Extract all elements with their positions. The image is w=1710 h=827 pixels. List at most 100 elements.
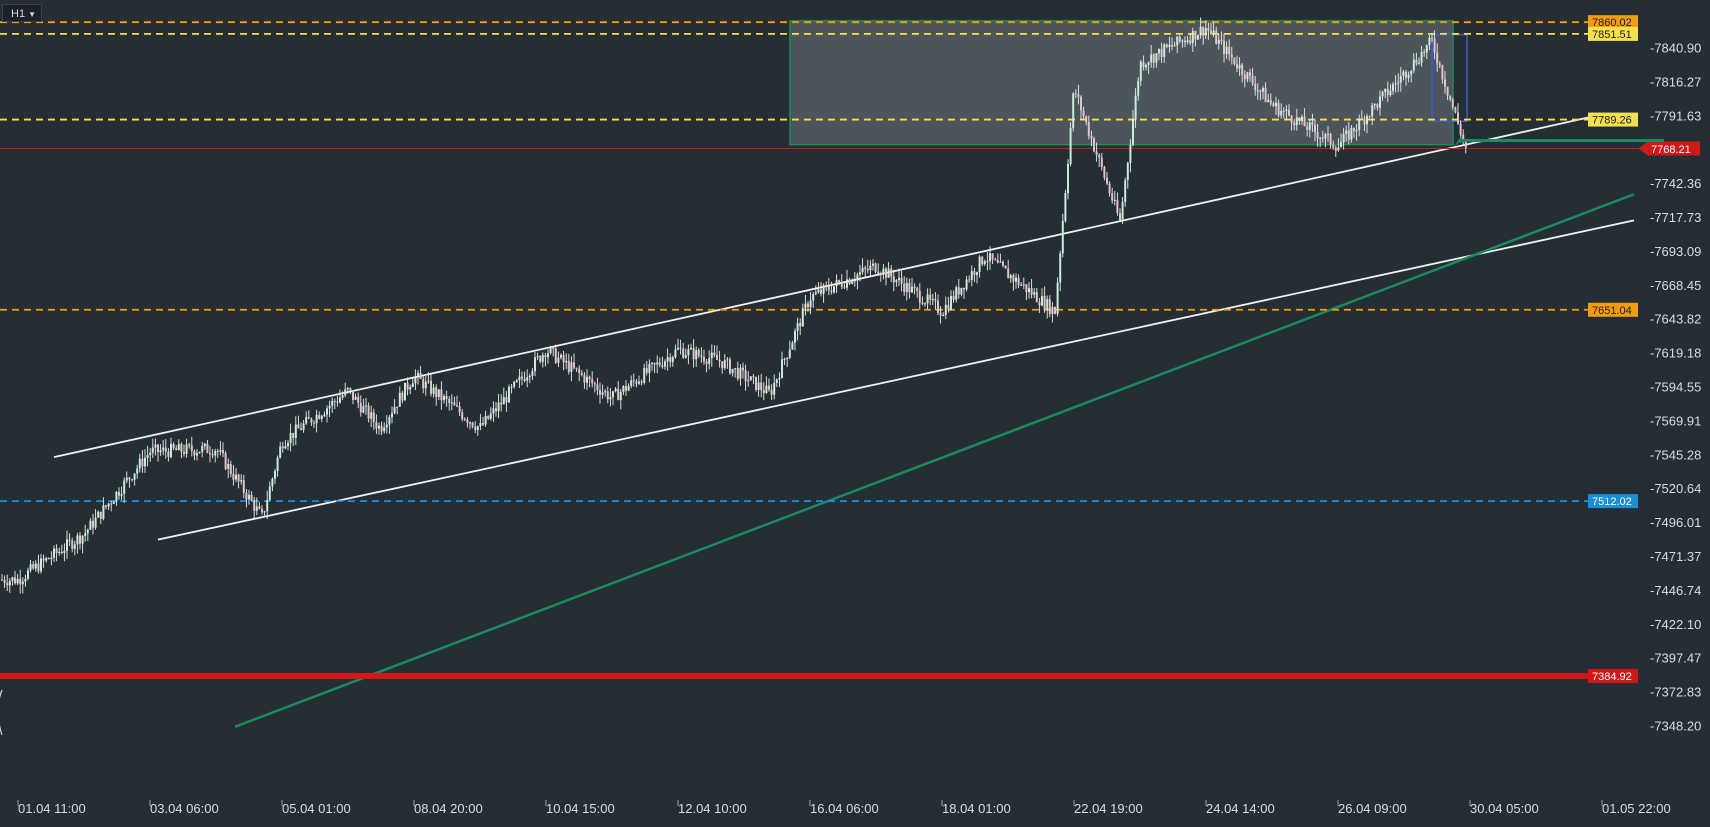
candle-body — [918, 290, 921, 303]
candle-body — [1381, 92, 1384, 97]
candle-body — [32, 564, 35, 569]
candle-body — [289, 432, 292, 443]
candle-body — [703, 356, 705, 362]
candle-body — [445, 396, 448, 399]
candle-body — [622, 386, 625, 392]
candle-body — [1444, 79, 1446, 87]
candle-body — [1397, 82, 1400, 84]
candle-body — [430, 380, 432, 394]
candle-body — [1228, 46, 1231, 55]
candle-body — [16, 578, 19, 584]
y-tick-label: -7569.91 — [1650, 413, 1701, 428]
candle-body — [830, 290, 833, 293]
candle-body — [120, 493, 123, 496]
candle-body — [240, 480, 243, 482]
candle-body — [947, 304, 950, 310]
candle-body — [297, 424, 300, 429]
candle-body — [3, 579, 6, 584]
candle-body — [1194, 30, 1197, 40]
y-tick-label: -7471.37 — [1650, 549, 1701, 564]
candle-body — [315, 414, 318, 424]
candle-body — [367, 405, 370, 419]
candle-body — [1012, 275, 1015, 282]
candle-body — [1249, 72, 1251, 76]
candle-body — [1457, 112, 1459, 124]
x-tick-label: 01.04 11:00 — [18, 801, 86, 816]
candle-body — [1129, 144, 1132, 164]
candle-body — [1215, 30, 1218, 44]
candle-body — [406, 382, 409, 390]
candle-body — [882, 268, 885, 275]
candle-body — [167, 451, 170, 457]
candle-body — [695, 350, 698, 360]
candle-body — [965, 279, 968, 290]
candle-body — [976, 272, 978, 276]
candle-body — [1002, 261, 1004, 266]
candle-body — [783, 359, 786, 361]
candle-body — [284, 446, 287, 449]
candle-body — [164, 447, 167, 452]
candle-body — [357, 396, 360, 403]
candle-body — [1217, 39, 1220, 44]
candle-body — [913, 286, 916, 289]
candle-body — [1085, 116, 1088, 123]
timeframe-selector[interactable]: H1 ▼ — [2, 4, 42, 22]
candle-body — [495, 408, 497, 412]
candle-body — [939, 312, 942, 316]
candle-body — [1041, 296, 1043, 306]
candle-body — [539, 356, 542, 362]
y-tick-label: -7619.18 — [1650, 346, 1701, 361]
candle-body — [1186, 40, 1189, 43]
candle-body — [625, 386, 627, 391]
candle-body — [331, 400, 334, 406]
candle-body — [1423, 51, 1426, 53]
candle-body — [128, 477, 131, 480]
candle-body — [222, 450, 224, 454]
candle-body — [970, 271, 973, 280]
candle-body — [214, 451, 217, 456]
y-tick-label: -7397.47 — [1650, 651, 1701, 666]
candle-body — [1306, 126, 1309, 130]
candle-body — [359, 402, 362, 413]
candle-body — [926, 294, 929, 304]
candle-body — [1087, 122, 1090, 136]
candle-body — [1366, 116, 1368, 125]
candle-body — [292, 432, 295, 438]
candle-body — [846, 279, 848, 288]
candle-body — [58, 551, 61, 554]
candle-body — [1355, 130, 1358, 132]
candle-body — [170, 443, 172, 457]
candle-body — [71, 540, 74, 549]
candle-body — [34, 563, 37, 569]
candle-body — [1459, 123, 1462, 135]
candle-body — [63, 550, 66, 554]
candle-body — [398, 392, 401, 407]
candle-body — [1152, 54, 1155, 63]
candle-body — [1207, 28, 1210, 31]
candle-body — [232, 474, 235, 480]
candle-body — [1384, 88, 1387, 93]
candle-body — [1259, 90, 1262, 92]
candle-body — [671, 356, 674, 363]
candle-body — [710, 352, 713, 359]
candle-body — [1280, 110, 1283, 116]
candle-body — [1191, 30, 1194, 44]
candle-body — [151, 447, 154, 453]
candle-body — [1410, 70, 1413, 75]
candle-body — [721, 361, 724, 369]
candle-body — [354, 396, 357, 400]
candle-body — [952, 296, 955, 300]
candle-body — [474, 426, 477, 430]
candle-body — [734, 368, 737, 370]
candle-body — [1327, 133, 1329, 135]
candle-body — [307, 417, 310, 419]
scroll-edge-marker — [0, 689, 3, 736]
candle-body — [1288, 109, 1290, 116]
candle-body — [45, 558, 48, 561]
candle-body — [666, 357, 669, 362]
candle-body — [931, 299, 934, 301]
candle-body — [521, 376, 523, 379]
candle-body — [1368, 116, 1371, 118]
candle-body — [1345, 130, 1348, 135]
